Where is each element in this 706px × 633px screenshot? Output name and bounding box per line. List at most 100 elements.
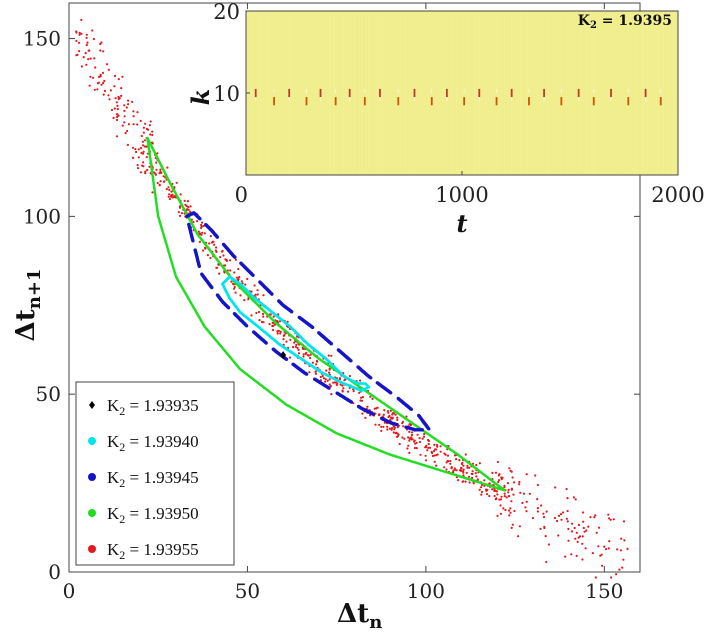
data-point-red [106,63,109,66]
data-point-red [198,240,201,243]
data-point-red [120,87,123,90]
data-point-red [608,517,611,520]
data-point-red [361,396,364,399]
data-point-red [494,490,498,493]
data-point-red [235,276,238,279]
data-point-red [500,495,503,498]
data-point-red [480,493,483,496]
data-point-red [255,311,258,315]
data-point-blue [404,425,408,429]
data-point-red [137,156,140,159]
data-point-red [499,512,502,516]
data-point-red [179,214,182,217]
data-point-red [509,469,512,472]
data-point-red [380,425,383,428]
data-point-red [413,446,416,450]
data-point-red [75,54,78,57]
data-point-red [433,460,436,463]
data-point-red [146,168,149,172]
data-point-red [142,161,145,164]
data-point-red [229,269,232,272]
data-point-red [510,526,513,530]
data-point-red [435,464,438,467]
data-point-red [485,489,488,492]
data-point-red [429,446,432,449]
data-point-red [512,493,515,496]
data-point-red [120,94,123,97]
data-point-red [413,440,416,443]
legend-label-k: K [107,432,120,451]
data-point-red [341,389,344,392]
data-point-red [177,211,180,214]
data-point-red [239,294,242,297]
data-point-red [78,50,81,53]
data-point-red [329,385,332,388]
data-point-red [309,353,312,356]
data-point-red [184,203,187,206]
data-point-red [325,369,328,372]
data-point-red [609,518,612,521]
data-point-red [237,267,240,271]
data-point-red [358,391,361,394]
data-point-red [462,468,465,471]
data-point-red [483,479,486,482]
data-point-red [115,101,118,104]
data-point-red [389,418,392,421]
data-point-red [144,170,147,173]
data-point-red [314,372,317,375]
data-point-red [566,509,569,513]
data-point-red [577,523,581,527]
data-point-red [475,463,478,467]
data-point-red [403,437,406,440]
data-point-red [250,314,253,317]
data-point-red [511,523,514,526]
data-point-red [494,498,497,501]
data-point-red [131,146,135,149]
data-point-red [397,433,400,436]
data-point-red [332,381,335,384]
data-point-red [114,97,117,100]
data-point-red [202,224,205,228]
data-point-red [554,486,557,489]
x-tick-label: 150 [585,579,623,603]
data-point-red [282,338,285,341]
data-point-red [615,573,618,576]
data-point-red [327,354,330,357]
data-point-red [297,348,300,351]
data-point-red [102,81,105,85]
legend-label: K2 = 1.93945 [107,468,199,490]
data-point-red [439,445,442,448]
data-point-red [279,332,282,335]
data-point-red [148,124,151,127]
data-point-red [93,57,96,60]
data-point-red [422,435,426,438]
data-point-red [221,249,224,252]
data-point-red [272,315,275,318]
data-point-blue [233,255,237,259]
data-point-red [391,413,394,416]
inset-y-tick-label: 10 [213,82,240,106]
data-point-red [250,290,253,293]
data-point-red [219,256,222,259]
data-point-red [616,548,619,551]
data-point-red [167,195,170,198]
data-point-red [123,104,126,107]
x-tick-label: 0 [63,579,76,603]
data-point-red [393,425,396,428]
data-point-red [427,446,430,449]
data-point-red [419,453,422,456]
data-point-red [234,291,237,294]
data-point-red [408,439,411,442]
data-point-blue [349,359,353,363]
data-point-red [599,554,602,557]
data-point-red [156,152,159,155]
data-point-red [444,453,447,456]
inset: 0 1000 2000 10 20 K2 = 1.9395 t k [186,0,705,238]
data-point-red [307,354,310,357]
data-point-red [283,333,286,336]
data-point-red [394,413,397,416]
data-point-red [167,186,170,189]
data-point-red [170,190,173,193]
data-point-red [115,113,119,116]
data-point-red [127,123,130,126]
